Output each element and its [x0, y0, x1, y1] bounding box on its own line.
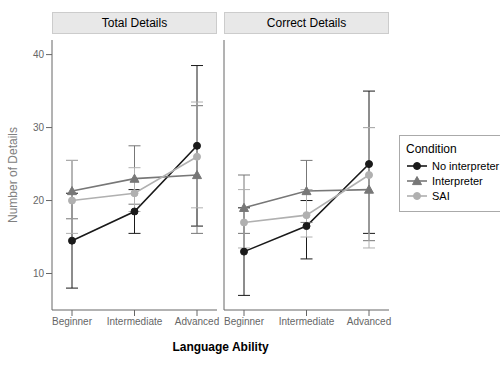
html-text:Total Details: Total Details [101, 16, 168, 30]
html-text:Condition: Condition [406, 141, 457, 156]
svg-text:Advanced: Advanced [347, 316, 391, 327]
svg-text:30: 30 [33, 122, 45, 133]
html-text:SAI: SAI [432, 189, 450, 202]
html-text:No interpreter: No interpreter [432, 159, 500, 172]
svg-text:Beginner: Beginner [224, 316, 265, 327]
svg-text:Intermediate: Intermediate [279, 316, 335, 327]
svg-text:Number of Details: Number of Details [8, 127, 20, 223]
svg-text:10: 10 [33, 268, 45, 279]
svg-text:Beginner: Beginner [52, 316, 93, 327]
svg-text:40: 40 [33, 49, 45, 60]
svg-text:Intermediate: Intermediate [107, 316, 163, 327]
html-text:Language Ability: Language Ability [172, 340, 269, 354]
svg-text:20: 20 [33, 195, 45, 206]
html-text:Interpreter: Interpreter [432, 174, 483, 187]
html-text:Correct Details: Correct Details [266, 16, 347, 30]
svg-text:Advanced: Advanced [175, 316, 219, 327]
